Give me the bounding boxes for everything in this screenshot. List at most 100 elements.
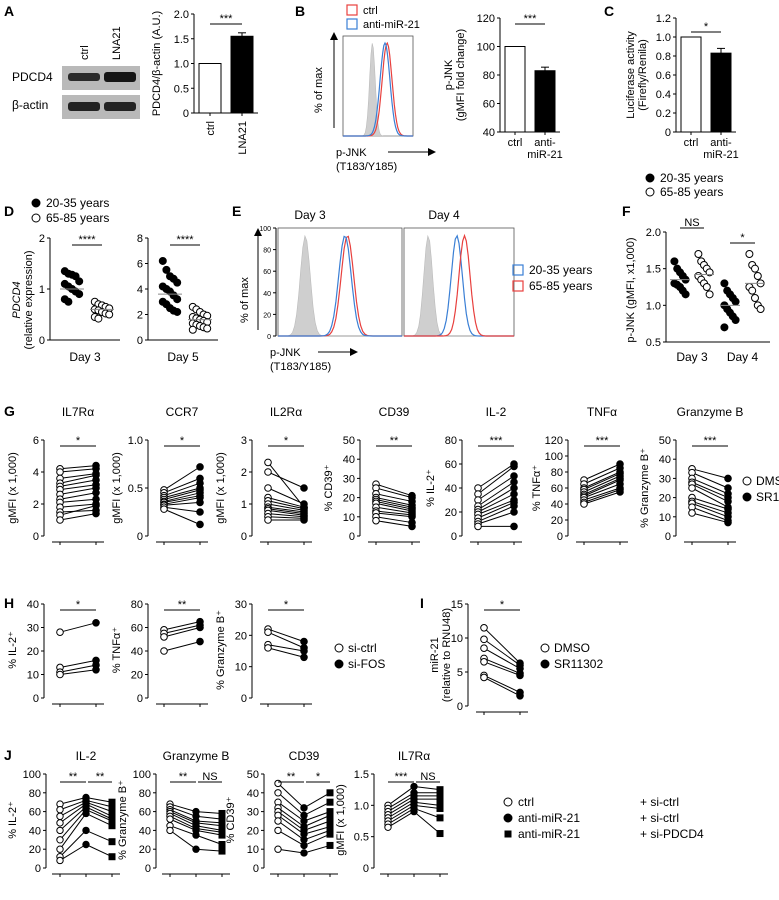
pair-line (583, 477, 621, 495)
y-axis-label: miR-21 (429, 637, 441, 672)
significance-label: *** (524, 13, 538, 25)
x-tick-label: ctrl (508, 137, 523, 149)
data-point-si-pdcd4 (108, 817, 116, 825)
data-point-post (92, 489, 100, 497)
pair-line (375, 506, 413, 514)
y-tick-label: 1.2 (656, 13, 671, 25)
pair-line (267, 471, 305, 489)
legend-label: SR11302 (756, 490, 779, 504)
y-tick-label: 40 (483, 127, 495, 139)
panel-letter-c: C (604, 3, 614, 19)
subplot-title: TNFα (587, 405, 617, 419)
pair-line (413, 786, 441, 791)
pair-line (691, 497, 729, 510)
pair-line (483, 638, 521, 666)
data-point-si-pdcd4 (326, 817, 334, 825)
legend-marker (503, 797, 513, 807)
y-tick-label: 4 (33, 467, 39, 479)
paired-plot-g: 0 2 4 6 * IL7Rα gMFI (x 1,000) (7, 405, 104, 545)
legend-label: DMSO (756, 474, 779, 488)
subplot-title: IL7Rα (398, 749, 430, 763)
legend-label: anti-miR-21 (518, 827, 580, 841)
y-tick-label: 20 (247, 825, 259, 837)
panel-letter-d: D (4, 203, 14, 219)
y-tick-label: 20 (343, 493, 355, 505)
data-point-pre (688, 509, 696, 517)
y-tick-label: 60 (483, 99, 495, 111)
pair-line (413, 801, 441, 806)
y-tick-label: 40 (263, 291, 271, 298)
pair-line (483, 627, 521, 664)
y-tick-label: 1 (39, 284, 45, 296)
y-tick-label: 30 (27, 623, 39, 635)
panel-letter: D (4, 203, 14, 219)
pair-line (691, 487, 729, 508)
data-point-anti-mir21 (300, 804, 308, 812)
data-point-post (196, 637, 204, 646)
y-tick-label: 60 (131, 623, 143, 635)
pair-line (277, 848, 305, 854)
significance-label: * (76, 599, 81, 611)
x-tick-label: anti- (710, 137, 732, 149)
y-axis-label: % CD39⁺ (225, 796, 237, 843)
y-axis-label: % TNFα⁺ (531, 465, 543, 511)
data-point-young (158, 256, 167, 265)
legend-marker (334, 659, 344, 669)
pair-line (303, 826, 331, 835)
significance-label: * (76, 435, 81, 447)
panel-letter-h: H (4, 595, 14, 611)
pair-line (195, 848, 223, 852)
y-axis-label: % of max (313, 67, 325, 113)
y-tick-label: 60 (139, 807, 151, 819)
y-axis-label: gMFI (x 1,000) (111, 452, 123, 524)
bar (230, 35, 254, 114)
y-axis-label: % IL-2⁺ (7, 631, 19, 669)
data-point-pre (56, 670, 64, 679)
y-tick-label: 0 (183, 108, 189, 120)
x-category-label: Day 4 (727, 350, 759, 364)
legend-label: ctrl (518, 795, 534, 809)
data-point-si-pdcd4 (326, 808, 334, 816)
pair-line (277, 807, 305, 828)
y-tick-label: 0 (363, 863, 369, 875)
data-point-old (694, 250, 703, 258)
subplot-title: Granzyme B (677, 405, 744, 419)
pair-line (163, 508, 201, 525)
y-tick-label: 10 (343, 512, 355, 524)
data-point-old (188, 325, 197, 334)
pair-line (267, 508, 305, 515)
data-point-old (753, 272, 762, 280)
pair-line (277, 829, 305, 846)
data-point-post (300, 647, 308, 655)
data-point-old (94, 314, 103, 323)
pair-line (267, 509, 305, 516)
pair-line (195, 822, 223, 827)
y-tick-label: 2 (137, 310, 143, 322)
pair-line (477, 463, 515, 489)
data-point-anti-mir21 (192, 845, 200, 853)
pair-line (375, 512, 413, 518)
y-tick-label: 120 (545, 435, 563, 447)
paired-plot-g: 0 20 40 60 80 *** IL-2 % IL-2⁺ (425, 405, 522, 545)
significance-label: **** (176, 234, 194, 246)
panel-letter: I (420, 595, 424, 611)
pair-line (375, 483, 413, 497)
paired-plot-h: 0 20 40 60 80 ** % TNFα⁺ (111, 599, 208, 707)
subplot-title: IL7Rα (62, 405, 94, 419)
pair-line (477, 475, 515, 501)
pair-line (59, 492, 97, 500)
pair-line (85, 813, 113, 827)
x-tick-label: miR-21 (703, 149, 738, 161)
arrow-head (254, 228, 262, 236)
y-tick-label: 0.5 (354, 832, 369, 844)
y-tick-label: 6 (137, 259, 143, 271)
data-point-old (751, 294, 759, 302)
pair-line (169, 806, 197, 817)
data-point-post (196, 520, 204, 529)
y-axis-label: % of max (239, 277, 251, 323)
pair-line (413, 804, 441, 809)
legend-marker (31, 198, 41, 208)
pair-line (85, 806, 113, 820)
data-point-pre (160, 633, 168, 641)
